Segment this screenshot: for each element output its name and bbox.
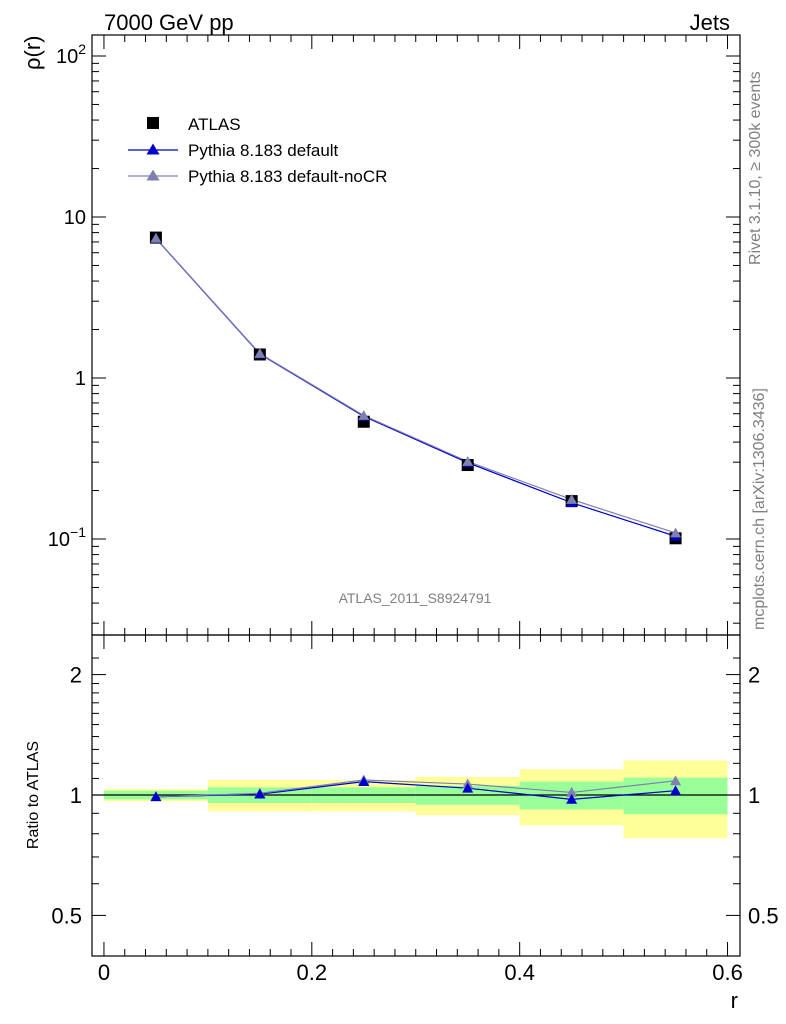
ratio-y-tick-label-right: 2: [748, 663, 760, 688]
y-tick-label: 10: [64, 207, 86, 229]
x-tick-label: 0.4: [504, 960, 535, 985]
analysis-id: ATLAS_2011_S8924791: [339, 590, 492, 606]
y-tick-label: 1: [75, 368, 86, 390]
header-right: Jets: [690, 10, 730, 35]
nocr-point: [566, 493, 578, 504]
ratio-default-point: [462, 782, 474, 793]
rivet-label: Rivet 3.1.10, ≥ 300k events: [747, 71, 764, 265]
mcplots-label: mcplots.cern.ch [arXiv:1306.3436]: [751, 388, 768, 630]
legend: ATLAS Pythia 8.183 default Pythia 8.183 …: [128, 115, 387, 186]
legend-default-marker: [146, 143, 160, 155]
legend-atlas-label: ATLAS: [188, 115, 241, 134]
ratio-y-tick-label-left: 2: [70, 663, 82, 688]
legend-nocr-marker: [146, 169, 160, 181]
nocr-point: [150, 232, 162, 243]
main-ylabel: ρ(r): [20, 36, 45, 71]
nocr-point: [358, 409, 370, 420]
legend-nocr-label: Pythia 8.183 default-noCR: [188, 167, 387, 186]
ratio-default-point: [254, 788, 266, 799]
ratio-y-tick-label-left: 0.5: [51, 903, 82, 928]
legend-default-label: Pythia 8.183 default: [188, 141, 339, 160]
ratio-y-tick-label-left: 1: [70, 783, 82, 808]
x-axis-label: r: [731, 988, 738, 1013]
ratio-default-point: [566, 793, 578, 804]
header-left: 7000 GeV pp: [104, 10, 234, 35]
ratio-y-tick-label-right: 0.5: [748, 903, 779, 928]
default-line: [155, 238, 676, 537]
x-tick-label: 0.2: [297, 960, 328, 985]
ratio-nocr-line: [155, 779, 676, 798]
ratio-nocr-point: [670, 775, 682, 786]
ratio-default-point: [670, 785, 682, 796]
y-tick-label: 102: [56, 41, 86, 68]
ratio-nocr-point: [566, 786, 578, 797]
ratio-ylabel: Ratio to ATLAS: [25, 741, 42, 849]
ratio-default-point: [358, 776, 370, 787]
ratio-ticks: 0.5 0.5 1 1 2 2 0 0.2 0.4 0.6: [51, 635, 779, 985]
nocr-line: [155, 237, 676, 534]
ratio-default-point: [150, 791, 162, 802]
ratio-default-line: [155, 781, 676, 801]
ratio-panel: 0.5 0.5 1 1 2 2 0 0.2 0.4 0.6 Ratio to ATLAS r: [25, 634, 779, 1013]
nocr-point: [254, 347, 266, 358]
nocr-point: [462, 455, 474, 466]
y-tick-label: 10−1: [48, 524, 86, 551]
x-tick-label: 0.6: [712, 960, 743, 985]
ratio-y-tick-label-right: 1: [748, 783, 760, 808]
main-ticks: 10−1 1 10 102: [48, 35, 740, 635]
x-tick-label: 0: [98, 960, 110, 985]
nocr-point: [670, 527, 682, 538]
main-panel: 10−1 1 10 102 ρ(r) ATLAS_2011_S8924791 ATLA…: [20, 34, 741, 636]
legend-atlas-marker: [147, 117, 159, 129]
